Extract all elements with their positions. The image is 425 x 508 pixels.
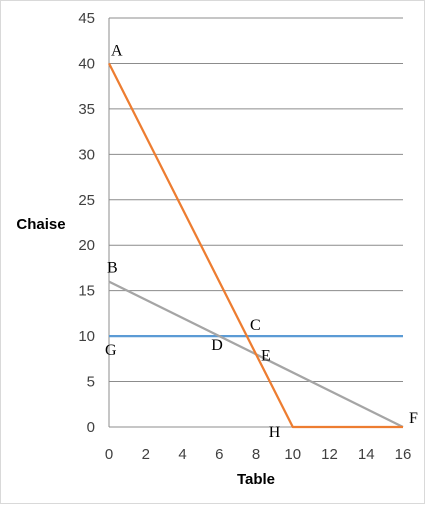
point-label-h: H	[269, 424, 281, 441]
x-tick-label: 8	[252, 446, 260, 463]
x-tick-label: 2	[142, 446, 150, 463]
y-tick-label: 5	[87, 374, 95, 391]
x-tick-label: 16	[395, 446, 412, 463]
series-lines	[107, 62, 404, 429]
y-tick-label: 35	[78, 101, 95, 118]
point-label-c: C	[250, 317, 261, 334]
x-tick-label: 10	[284, 446, 301, 463]
y-tick-label: 20	[78, 237, 95, 254]
point-label-b: B	[107, 260, 118, 277]
point-label-e: E	[261, 347, 271, 364]
series-line-1	[107, 62, 403, 429]
y-tick-label: 10	[78, 328, 95, 345]
point-label-f: F	[409, 410, 418, 427]
y-axis-title: Chaise	[16, 216, 65, 233]
tick-labels: 0 5 10 15 20 25 30 35 40 45 0 2 4 6 8 10 12 14 16	[78, 10, 411, 463]
y-tick-label: 40	[78, 55, 95, 72]
point-label-d: D	[211, 337, 223, 354]
x-tick-label: 6	[215, 446, 223, 463]
y-tick-label: 0	[87, 419, 95, 436]
x-axis-title: Table	[237, 471, 275, 488]
x-tick-label: 4	[178, 446, 186, 463]
y-tick-label: 25	[78, 192, 95, 209]
x-tick-label: 12	[321, 446, 338, 463]
y-tick-label: 45	[78, 10, 95, 27]
point-label-g: G	[105, 342, 117, 359]
y-tick-label: 15	[78, 283, 95, 300]
point-labels: A B C D E F G H	[105, 42, 418, 441]
point-label-a: A	[111, 42, 123, 59]
x-tick-label: 0	[105, 446, 113, 463]
x-tick-label: 14	[358, 446, 375, 463]
axes	[108, 18, 403, 428]
y-tick-label: 30	[78, 146, 95, 163]
